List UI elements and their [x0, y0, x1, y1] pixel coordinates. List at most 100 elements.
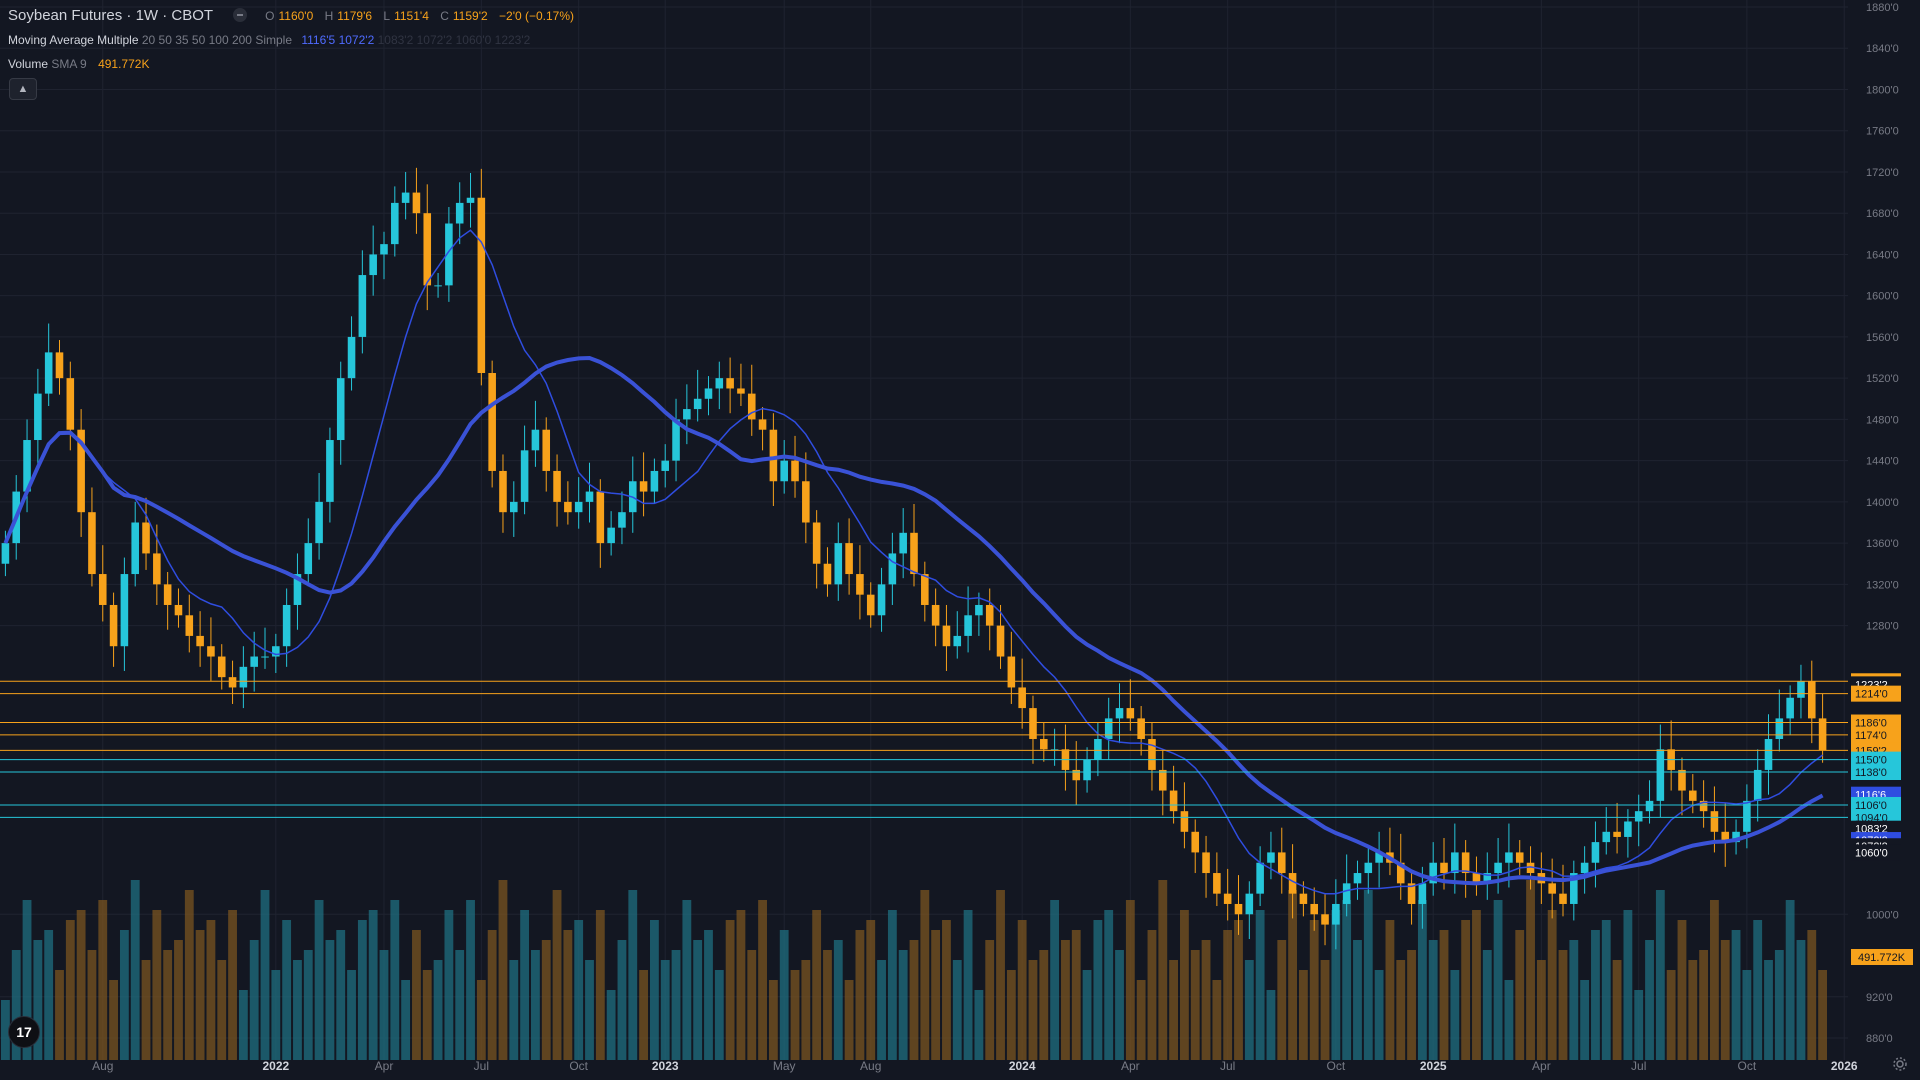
candle-body: [1721, 831, 1730, 843]
candle-body: [304, 543, 313, 575]
price-label-box: [1851, 714, 1901, 731]
volume-bar: [1039, 950, 1049, 1060]
volume-bar: [293, 960, 302, 1060]
candle-body: [1407, 883, 1416, 904]
candle-body: [1040, 739, 1048, 750]
volume-bar: [1050, 900, 1060, 1060]
volume-bar: [347, 970, 356, 1060]
volume-bar: [844, 980, 854, 1060]
candle-body: [1764, 739, 1773, 770]
candle-body: [445, 223, 453, 286]
candle-body: [985, 604, 994, 626]
candle-body: [207, 646, 215, 657]
candle-body: [1570, 873, 1578, 904]
volume-bar: [758, 900, 767, 1060]
volume-bar: [931, 930, 941, 1060]
tradingview-logo-icon[interactable]: 17: [8, 1016, 40, 1048]
candle-body: [1007, 656, 1016, 688]
volume-bar: [1818, 970, 1827, 1060]
x-tick-label: 2023: [652, 1059, 679, 1073]
volume-bar: [33, 940, 43, 1060]
volume-bar: [1623, 910, 1633, 1060]
volume-bar: [1266, 990, 1276, 1060]
y-tick-label: 1600'0: [1866, 291, 1899, 303]
candle-body: [1332, 903, 1340, 925]
candle-body: [975, 604, 983, 616]
y-tick-label: 1400'0: [1866, 497, 1899, 509]
candle-body: [1786, 697, 1794, 719]
volume-bar: [1591, 930, 1600, 1060]
chevron-up-icon[interactable]: ▲: [9, 78, 37, 100]
candle-body: [1137, 718, 1145, 740]
volume-bar: [1720, 940, 1730, 1060]
volume-bar: [1082, 970, 1092, 1060]
y-tick-label: 1440'0: [1866, 456, 1899, 468]
y-tick-label: 1880'0: [1866, 2, 1899, 14]
visibility-toggle-icon[interactable]: [232, 8, 247, 23]
volume-bar: [1028, 960, 1038, 1060]
candle-body: [650, 470, 659, 492]
symbol-title[interactable]: Soybean Futures · 1W · CBOT: [8, 7, 213, 24]
candle-body: [1429, 862, 1437, 884]
gear-icon[interactable]: [1892, 1056, 1908, 1072]
volume-bar: [1104, 910, 1114, 1060]
volume-bar: [996, 890, 1005, 1060]
volume-bar: [1234, 920, 1243, 1060]
candle-body: [672, 419, 680, 461]
volume-bar: [1071, 930, 1081, 1060]
candle-body: [1753, 769, 1762, 801]
volume-bar: [206, 920, 216, 1060]
candle-body: [510, 501, 518, 513]
volume-bar: [606, 990, 616, 1060]
candle-body: [1245, 893, 1254, 915]
volume-bar: [1601, 920, 1611, 1060]
candle-body: [120, 574, 129, 647]
candle-body: [1732, 831, 1740, 843]
volume-bar: [660, 960, 670, 1060]
candle-body: [1364, 862, 1373, 874]
candle-body: [315, 501, 323, 544]
volume-bar: [11, 950, 21, 1060]
volume-bar: [1212, 980, 1222, 1060]
volume-legend[interactable]: Volume SMA 9 491.772K: [8, 57, 149, 71]
candle-body: [34, 393, 42, 441]
volume-bar: [693, 940, 703, 1060]
volume-bar: [1774, 950, 1784, 1060]
volume-bar: [617, 940, 627, 1060]
volume-bar: [1547, 910, 1557, 1060]
volume-bar: [466, 900, 475, 1060]
candle-body: [1202, 852, 1210, 874]
candle-body: [964, 615, 972, 636]
y-tick-label: 1280'0: [1866, 621, 1899, 633]
y-tick-label: 880'0: [1866, 1033, 1893, 1045]
candle-body: [1148, 739, 1156, 770]
candle-body: [336, 378, 345, 441]
candle-body: [791, 460, 799, 482]
volume-bar: [823, 950, 832, 1060]
candle-body: [1267, 852, 1275, 863]
volume-bar: [228, 910, 237, 1060]
volume-bar: [119, 930, 129, 1060]
volume-bar: [433, 960, 443, 1060]
volume-bar: [1655, 890, 1665, 1060]
volume-bar: [1439, 930, 1449, 1060]
candle-body: [55, 352, 64, 379]
volume-bar: [1, 1000, 10, 1060]
candle-body: [910, 532, 918, 575]
volume-bar: [963, 910, 973, 1060]
ma-legend[interactable]: Moving Average Multiple 20 50 35 50 100 …: [8, 33, 530, 47]
ma-50-line: [3, 355, 1824, 886]
volume-bar: [314, 900, 324, 1060]
candle-body: [553, 470, 561, 502]
candle-body: [66, 378, 75, 430]
candle-body: [412, 192, 421, 214]
volume-bar: [98, 900, 108, 1060]
y-tick-label: 1840'0: [1866, 43, 1899, 55]
candle-body: [142, 522, 150, 554]
candle-body: [780, 460, 788, 482]
candle-body: [488, 373, 496, 471]
candle-body: [704, 388, 713, 399]
volume-bar: [920, 890, 930, 1060]
candle-body: [358, 275, 367, 337]
